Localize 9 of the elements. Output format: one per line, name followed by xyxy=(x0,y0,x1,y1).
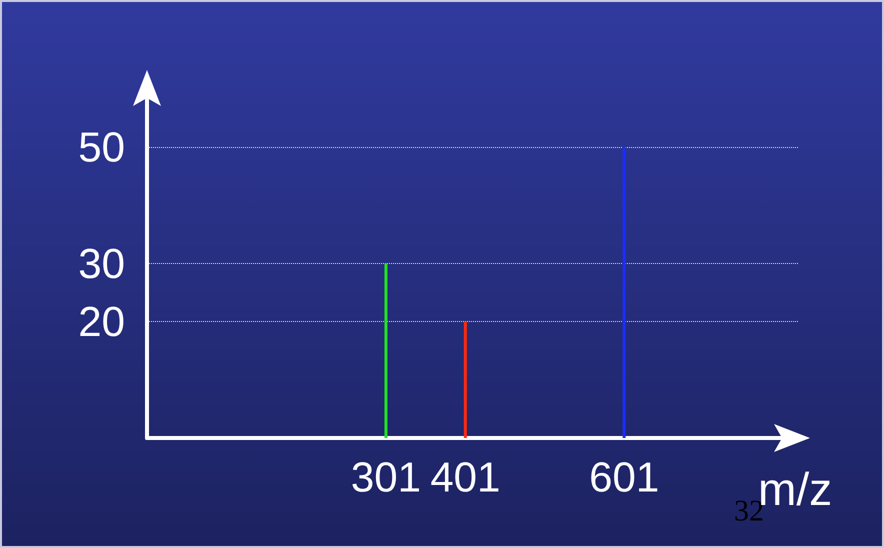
y-tick-label: 30 xyxy=(78,240,125,287)
y-tick-label: 50 xyxy=(78,123,125,170)
bar xyxy=(464,322,467,438)
x-tick-label: 601 xyxy=(589,454,660,500)
x-tick-label: 401 xyxy=(430,454,500,500)
bar xyxy=(622,146,626,438)
y-tick-label: 20 xyxy=(78,298,125,346)
bar xyxy=(384,263,388,438)
x-tick-label: 301 xyxy=(350,454,422,500)
